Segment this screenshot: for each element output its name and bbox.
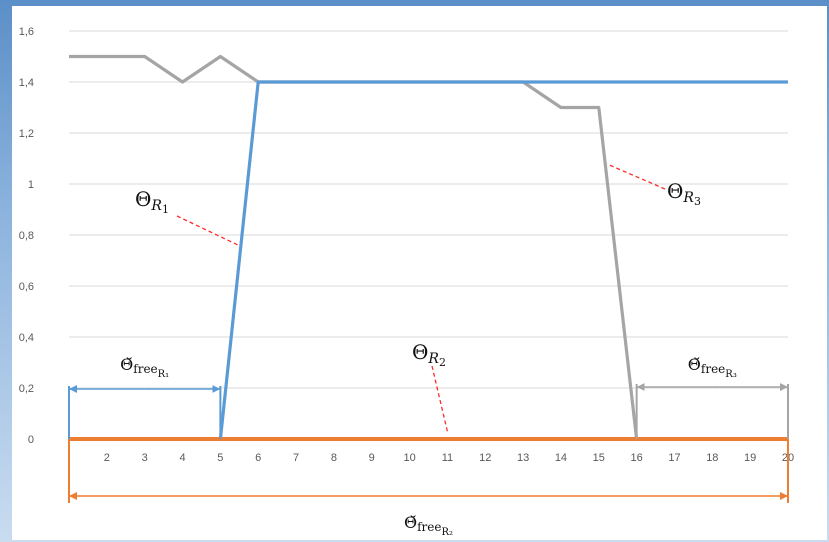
range-label: Θ̆freeR₂	[404, 513, 453, 538]
x-tick-label: 3	[142, 452, 148, 464]
y-tick-label: 1	[28, 179, 34, 191]
x-tick-label: 8	[331, 452, 337, 464]
range-label: Θ̆freeR₃	[688, 355, 737, 380]
range-markers: Θ̆freeR₁ Θ̆freeR₂ Θ̆freeR₃	[68, 355, 789, 538]
y-tick-label: 1,2	[19, 128, 34, 140]
gridlines	[69, 30, 788, 389]
x-tick-label: 17	[668, 452, 680, 464]
chart-frame: 0 0,2 0,4 0,6 0,8 1 1,2 1,4 1,6 2 3 4 5 6 7 8 9 10 11 12 13…	[12, 6, 827, 540]
annotation-label: ΘR1	[135, 187, 169, 216]
x-tick-label: 13	[517, 452, 529, 464]
series-lines	[69, 54, 788, 441]
y-tick-label: 0	[28, 434, 34, 446]
x-tick-label: 16	[631, 452, 643, 464]
y-tick-label: 0,2	[19, 383, 34, 395]
series-line	[69, 54, 788, 441]
x-tick-label: 7	[293, 452, 299, 464]
y-tick-label: 1,6	[19, 26, 34, 38]
x-tick-label: 14	[555, 452, 567, 464]
x-tick-label: 12	[479, 452, 491, 464]
annotations: ΘR1 ΘR2 ΘR3	[135, 163, 701, 435]
x-tick-label: 4	[179, 452, 185, 464]
line-chart: 0 0,2 0,4 0,6 0,8 1 1,2 1,4 1,6 2 3 4 5 6 7 8 9 10 11 12 13…	[19, 26, 794, 538]
y-tick-label: 0,6	[19, 281, 34, 293]
annotation-leader	[606, 163, 666, 190]
annotation-label: ΘR3	[667, 179, 701, 208]
x-tick-label: 2	[104, 452, 110, 464]
x-tick-label: 10	[403, 452, 415, 464]
x-tick-label: 9	[369, 452, 375, 464]
x-tick-label: 18	[706, 452, 718, 464]
x-tick-label: 6	[255, 452, 261, 464]
y-tick-label: 0,4	[19, 332, 34, 344]
annotation-leader	[431, 365, 449, 435]
x-tick-label: 11	[442, 452, 453, 464]
annotation-label: ΘR2	[412, 340, 446, 369]
series-line	[69, 80, 788, 441]
x-axis: 234567891011121314151617181920	[104, 452, 794, 464]
y-tick-label: 0,8	[19, 230, 34, 242]
annotation-leader	[176, 215, 241, 247]
x-tick-label: 15	[593, 452, 605, 464]
x-tick-label: 19	[744, 452, 756, 464]
y-tick-label: 1,4	[19, 77, 34, 89]
x-tick-label: 5	[217, 452, 223, 464]
y-axis: 0 0,2 0,4 0,6 0,8 1 1,2 1,4 1,6	[19, 26, 34, 446]
range-label: Θ̆freeR₁	[120, 355, 169, 380]
